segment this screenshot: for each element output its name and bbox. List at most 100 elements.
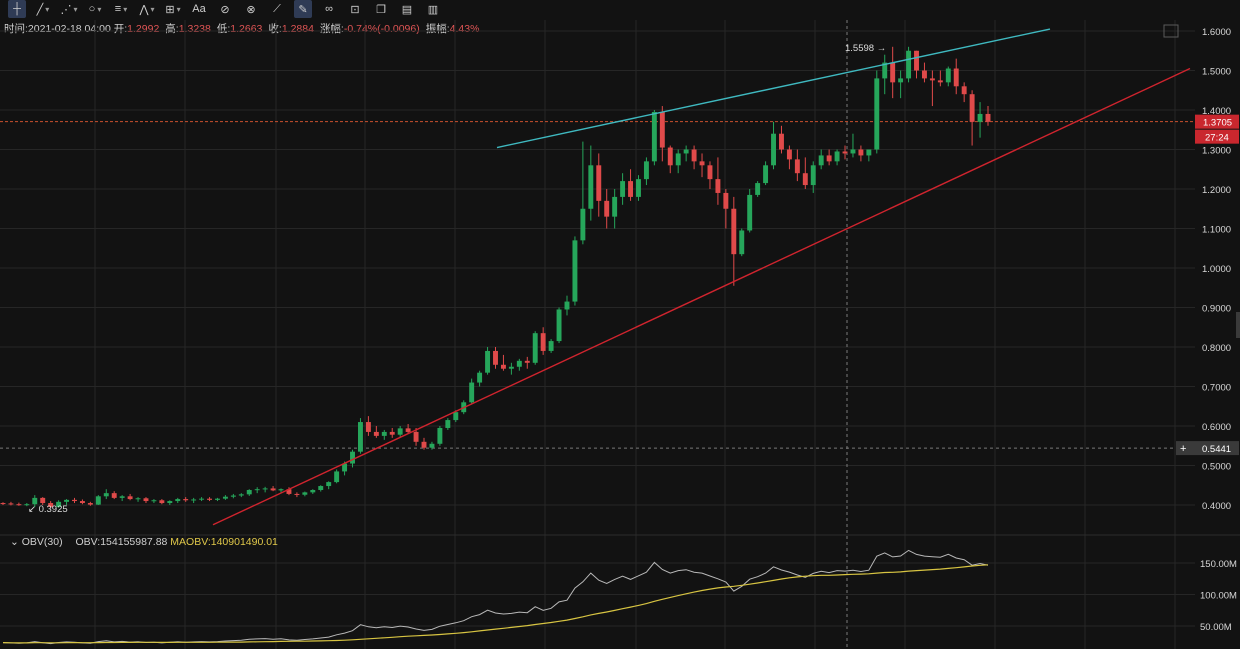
candle-body — [64, 499, 70, 502]
crosshair-price-tag-text: 0.5441 — [1202, 444, 1231, 455]
candle-body — [302, 492, 308, 495]
parallel-lines-icon[interactable]: ≡ ▾ — [114, 3, 128, 15]
amplitude-value: 4.43% — [449, 23, 480, 35]
candle-body — [683, 149, 689, 154]
low-value: 1.2663 — [230, 23, 263, 35]
y-tick-label: 1.4000 — [1202, 106, 1231, 117]
candle-body — [56, 501, 62, 507]
candle-body — [493, 350, 498, 365]
candle-body — [723, 192, 729, 209]
magnet-icon[interactable]: ⊘ — [220, 3, 230, 16]
link-icon[interactable]: ∞ — [325, 3, 333, 15]
chevron-down-icon[interactable]: ▾ — [123, 4, 128, 14]
candle-body — [524, 360, 530, 363]
change-label: 涨幅: — [319, 23, 344, 35]
candle-body — [437, 427, 443, 444]
drawing-toolbar: ┼ ╱ ▾ ⋰ ▾ ○ ▾ ≡ ▾ ⋀ ▾ ⊞ ▾ Aa ⊘ ⊗ ⟋ ✎ ∞ ⊡ ❐ ▤ ▥ — [0, 0, 1240, 18]
y-tick-label: 1.2000 — [1202, 185, 1231, 196]
candle-body — [278, 489, 284, 491]
delete-icon[interactable]: ▥ — [427, 3, 439, 16]
time-label: 时间: — [4, 23, 28, 35]
crosshair-price-tag — [1176, 441, 1239, 456]
obv-collapse-icon[interactable]: ⌄ — [10, 536, 19, 548]
candle-body — [381, 431, 387, 436]
candle-body — [596, 165, 602, 201]
candle-body — [643, 161, 649, 180]
candle-body — [532, 333, 538, 363]
candle-body — [858, 149, 864, 156]
chevron-down-icon[interactable]: ▾ — [176, 4, 181, 14]
candle-body — [167, 501, 173, 504]
support-line — [212, 67, 1191, 526]
crosshair-icon[interactable]: ┼ — [8, 0, 26, 18]
candle-body — [516, 360, 522, 367]
candle-body — [548, 341, 554, 351]
candle-body — [397, 428, 403, 435]
candle-body — [103, 493, 109, 497]
candle-body — [318, 486, 324, 490]
candle-body — [8, 503, 14, 505]
candle-body — [969, 94, 975, 122]
candle-body — [143, 498, 149, 502]
chevron-down-icon[interactable]: ▾ — [150, 4, 155, 14]
current-price-tag — [1195, 114, 1239, 129]
candle-body — [556, 309, 562, 342]
candle-body — [771, 133, 776, 166]
high-label: 高: — [165, 23, 179, 35]
brush-icon[interactable]: ⊗ — [246, 3, 256, 16]
current-price-tag-text: 1.3705 — [1203, 118, 1232, 129]
candle-body — [826, 155, 832, 162]
candle-body — [588, 165, 594, 209]
multi-line-icon[interactable]: ⋰ ▾ — [60, 3, 78, 16]
candle-body — [389, 431, 395, 435]
candle-body — [604, 200, 610, 217]
candle-body — [32, 497, 38, 505]
panel-resize-handle — [1236, 312, 1240, 338]
draw-mode-icon[interactable]: ✎ — [294, 0, 312, 18]
copy-icon[interactable]: ❐ — [376, 3, 386, 16]
candle-body — [786, 149, 792, 160]
candle-body — [691, 149, 697, 162]
zigzag-icon[interactable]: ⋀ ▾ — [139, 3, 155, 16]
candle-body — [477, 372, 483, 383]
open-value: 1.2992 — [127, 23, 160, 35]
candle-body — [731, 208, 737, 255]
obv-indicator-name[interactable]: OBV(30) — [21, 536, 63, 548]
candle-body — [87, 503, 93, 505]
candle-body — [199, 498, 205, 500]
countdown-tag — [1195, 129, 1239, 144]
candle-body — [953, 68, 959, 87]
candle-body — [40, 497, 46, 504]
obv-tick-label: 50.00M — [1200, 622, 1232, 633]
measure-icon[interactable]: ⊞ ▾ — [165, 3, 181, 16]
candle-body — [945, 68, 951, 83]
candle-body — [238, 494, 244, 496]
candle-body — [818, 155, 824, 166]
candle-body — [175, 499, 181, 502]
lock-icon[interactable]: ⊡ — [350, 3, 360, 16]
y-tick-label: 0.9000 — [1202, 304, 1231, 315]
candle-body — [79, 501, 85, 504]
candle-body — [747, 194, 753, 231]
candle-body — [326, 482, 332, 487]
amplitude-label: 振幅: — [425, 23, 450, 35]
chevron-down-icon[interactable]: ▾ — [45, 4, 50, 14]
candle-body — [0, 503, 6, 505]
y-tick-label: 1.6000 — [1202, 27, 1231, 38]
candle-body — [183, 499, 189, 501]
ruler-icon[interactable]: ⟋ — [273, 2, 281, 15]
chevron-down-icon[interactable]: ▾ — [97, 4, 102, 14]
candle-body — [612, 196, 618, 217]
chevron-down-icon[interactable]: ▾ — [73, 4, 78, 14]
candle-body — [874, 78, 880, 150]
candle-body — [763, 165, 769, 184]
candle-body — [215, 498, 220, 500]
text-icon[interactable]: Aa — [192, 3, 206, 15]
trend-line-icon[interactable]: ╱ ▾ — [36, 3, 50, 16]
y-tick-label: 1.5000 — [1202, 67, 1231, 78]
ellipse-icon[interactable]: ○ ▾ — [88, 3, 102, 15]
candle-body — [453, 412, 459, 421]
candle-body — [985, 113, 991, 122]
stack-icon[interactable]: ▤ — [401, 3, 413, 16]
